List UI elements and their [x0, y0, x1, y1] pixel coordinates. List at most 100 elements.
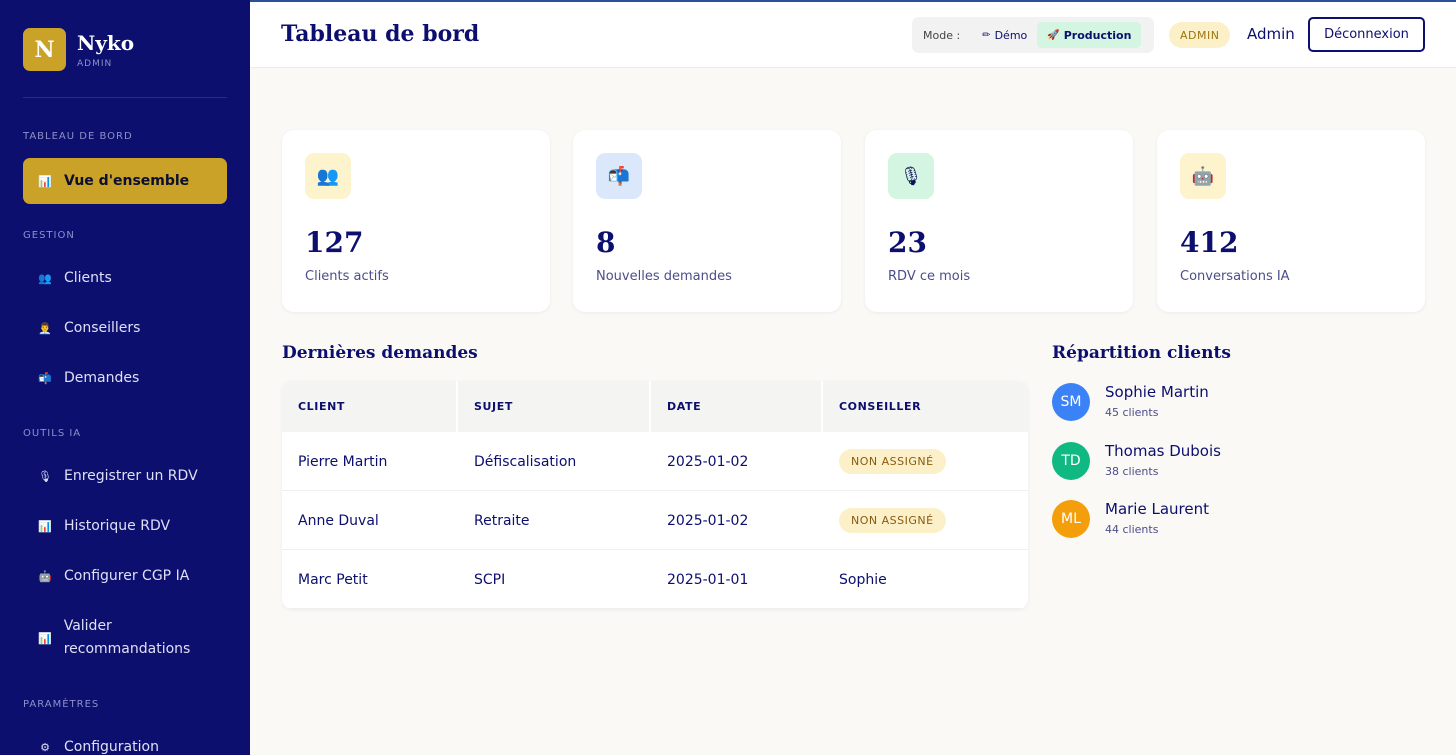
- gear-icon: ⚙: [40, 740, 50, 754]
- section-dashboard: TABLEAU DE BORD: [23, 131, 133, 142]
- cell-advisor: NON ASSIGNÉ: [823, 432, 946, 491]
- stat-value: 23: [888, 226, 927, 259]
- sidebar-item-label: Configuration: [64, 739, 159, 755]
- sidebar-item-overview[interactable]: 📊 Vue d'ensemble: [23, 158, 227, 204]
- sidebar-item-label: Enregistrer un RDV: [64, 468, 198, 484]
- sidebar-item-configurer-cgp-ia[interactable]: 🤖 Configurer CGP IA: [23, 553, 227, 599]
- microphone-icon: 🎙: [38, 469, 52, 483]
- column-header-conseiller: CONSEILLER: [823, 381, 1028, 432]
- stat-label: Clients actifs: [305, 269, 389, 284]
- column-header-date: DATE: [651, 381, 821, 432]
- stat-value: 8: [596, 226, 616, 259]
- sidebar-item-valider-recommandations[interactable]: 📊 Valider recommandations: [23, 611, 190, 665]
- advisor-name: Sophie Martin: [1105, 383, 1209, 401]
- stat-card-clients: 👥 127 Clients actifs: [282, 130, 550, 312]
- mode-label: Mode :: [923, 28, 961, 42]
- avatar: ML: [1052, 500, 1090, 538]
- cell-client: Marc Petit: [298, 571, 368, 588]
- avatar: TD: [1052, 442, 1090, 480]
- stat-label: Conversations IA: [1180, 269, 1290, 284]
- brand-subtitle: ADMIN: [77, 58, 113, 69]
- mailbox-icon: 📬: [38, 371, 52, 385]
- header-accent-line: [250, 0, 1456, 2]
- cell-date: 2025-01-02: [667, 512, 749, 529]
- page-title: Tableau de bord: [281, 21, 480, 47]
- client-count: 45 clients: [1105, 406, 1159, 419]
- chart-icon: 📊: [38, 631, 52, 645]
- microphone-icon: 🎙: [888, 153, 934, 199]
- cell-subject: Défiscalisation: [474, 453, 577, 470]
- stat-card-demandes: 📬 8 Nouvelles demandes: [573, 130, 841, 312]
- logout-button[interactable]: Déconnexion: [1308, 17, 1425, 52]
- section-outils-ia: OUTILS IA: [23, 428, 82, 439]
- advisor-name: Thomas Dubois: [1105, 442, 1221, 460]
- stat-label: RDV ce mois: [888, 269, 971, 284]
- table-header: CLIENT SUJET DATE CONSEILLER: [282, 381, 1028, 432]
- unassigned-badge: NON ASSIGNÉ: [839, 449, 946, 474]
- unassigned-badge: NON ASSIGNÉ: [839, 508, 946, 533]
- client-count: 38 clients: [1105, 465, 1159, 478]
- mode-production-label: Production: [1063, 28, 1132, 42]
- requests-title: Dernières demandes: [282, 343, 478, 363]
- user-name: Admin: [1247, 25, 1295, 43]
- advisor-name: Marie Laurent: [1105, 500, 1209, 518]
- table-row[interactable]: Anne Duval Retraite 2025-01-02 NON ASSIG…: [282, 491, 1028, 550]
- section-gestion: GESTION: [23, 230, 75, 241]
- robot-icon: 🤖: [38, 569, 52, 583]
- stat-card-rdv: 🎙 23 RDV ce mois: [865, 130, 1133, 312]
- stat-value: 412: [1180, 226, 1239, 259]
- cell-date: 2025-01-01: [667, 571, 749, 588]
- brand-logo: N: [23, 28, 66, 71]
- avatar: SM: [1052, 383, 1090, 421]
- pencil-icon: ✏: [982, 29, 991, 41]
- sidebar-item-demandes[interactable]: 📬 Demandes: [23, 355, 227, 401]
- sidebar-item-label: Conseillers: [64, 320, 141, 336]
- brand[interactable]: N Nyko ADMIN: [23, 28, 134, 71]
- client-count: 44 clients: [1105, 523, 1159, 536]
- mode-production-button[interactable]: 🚀 Production: [1037, 22, 1142, 48]
- cell-client: Anne Duval: [298, 512, 379, 529]
- cell-advisor: Sophie: [839, 571, 887, 588]
- rocket-icon: 🚀: [1047, 29, 1060, 41]
- mode-switcher: Mode : ✏ Démo 🚀 Production: [912, 17, 1154, 53]
- sidebar-item-clients[interactable]: 👥 Clients: [23, 255, 227, 301]
- sidebar-item-label: Configurer CGP IA: [64, 568, 190, 584]
- column-header-sujet: SUJET: [458, 381, 649, 432]
- distribution-title: Répartition clients: [1052, 343, 1231, 363]
- sidebar-item-label: Clients: [64, 270, 112, 286]
- sidebar-item-conseillers[interactable]: 👨‍💼 Conseillers: [23, 305, 227, 351]
- chart-icon: 📊: [38, 519, 52, 533]
- sidebar-item-label: Valider recommandations: [63, 618, 191, 657]
- cell-advisor: NON ASSIGNÉ: [823, 491, 946, 550]
- top-header: Tableau de bord Mode : ✏ Démo 🚀 Producti…: [250, 2, 1456, 68]
- stat-value: 127: [305, 226, 364, 259]
- chart-icon: 📊: [38, 174, 52, 188]
- stat-card-conversations: 🤖 412 Conversations IA: [1157, 130, 1425, 312]
- requests-table: CLIENT SUJET DATE CONSEILLER Pierre Mart…: [282, 381, 1028, 609]
- sidebar-item-label: Vue d'ensemble: [64, 173, 190, 189]
- robot-icon: 🤖: [1180, 153, 1226, 199]
- column-header-client: CLIENT: [282, 381, 456, 432]
- mode-demo-label: Démo: [994, 28, 1028, 42]
- sidebar: N Nyko ADMIN TABLEAU DE BORD 📊 Vue d'ens…: [0, 0, 250, 755]
- sidebar-item-label: Demandes: [64, 370, 140, 386]
- users-icon: 👥: [305, 153, 351, 199]
- cell-date: 2025-01-02: [667, 453, 749, 470]
- sidebar-item-configuration[interactable]: ⚙ Configuration: [23, 724, 227, 755]
- cell-subject: Retraite: [474, 512, 530, 529]
- advisor-icon: 👨‍💼: [38, 321, 52, 335]
- sidebar-divider: [23, 97, 227, 98]
- role-badge: ADMIN: [1169, 22, 1231, 48]
- brand-name: Nyko: [77, 30, 135, 55]
- users-icon: 👥: [38, 271, 52, 285]
- stat-label: Nouvelles demandes: [596, 269, 732, 284]
- mailbox-icon: 📬: [596, 153, 642, 199]
- table-row[interactable]: Pierre Martin Défiscalisation 2025-01-02…: [282, 432, 1028, 491]
- cell-client: Pierre Martin: [298, 453, 388, 470]
- table-row[interactable]: Marc Petit SCPI 2025-01-01 Sophie: [282, 550, 1028, 609]
- sidebar-item-historique-rdv[interactable]: 📊 Historique RDV: [23, 503, 227, 549]
- mode-demo-button[interactable]: ✏ Démo: [972, 22, 1037, 48]
- cell-subject: SCPI: [474, 571, 506, 588]
- sidebar-item-enregistrer-rdv[interactable]: 🎙 Enregistrer un RDV: [23, 453, 227, 499]
- sidebar-item-label: Historique RDV: [64, 518, 171, 534]
